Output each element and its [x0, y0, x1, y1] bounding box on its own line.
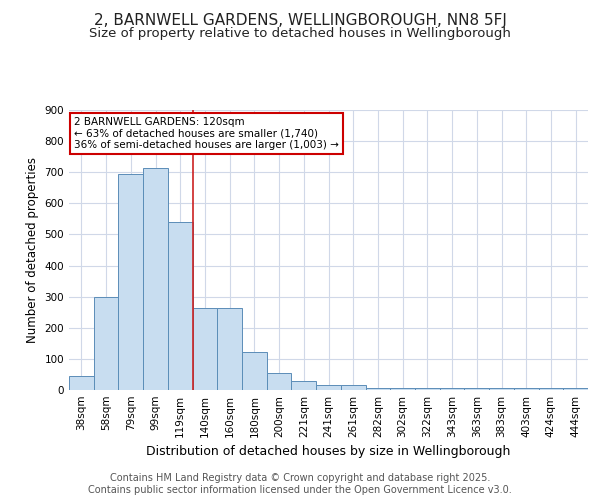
Bar [489, 388, 514, 390]
Bar [168, 222, 193, 390]
Bar [143, 168, 168, 390]
Bar [217, 308, 242, 390]
Text: Size of property relative to detached houses in Wellingborough: Size of property relative to detached ho… [89, 28, 511, 40]
Bar [316, 384, 341, 390]
Bar [94, 296, 118, 390]
Bar [341, 384, 365, 390]
Bar [292, 382, 316, 390]
Text: Contains HM Land Registry data © Crown copyright and database right 2025.
Contai: Contains HM Land Registry data © Crown c… [88, 474, 512, 495]
Bar [415, 388, 440, 390]
Bar [440, 388, 464, 390]
Bar [365, 388, 390, 390]
Bar [118, 174, 143, 390]
Bar [514, 388, 539, 390]
Bar [563, 388, 588, 390]
Bar [464, 388, 489, 390]
Text: 2 BARNWELL GARDENS: 120sqm
← 63% of detached houses are smaller (1,740)
36% of s: 2 BARNWELL GARDENS: 120sqm ← 63% of deta… [74, 117, 339, 150]
Bar [242, 352, 267, 390]
Bar [539, 388, 563, 390]
Bar [69, 376, 94, 390]
Bar [390, 388, 415, 390]
Y-axis label: Number of detached properties: Number of detached properties [26, 157, 39, 343]
Bar [193, 308, 217, 390]
X-axis label: Distribution of detached houses by size in Wellingborough: Distribution of detached houses by size … [146, 446, 511, 458]
Text: 2, BARNWELL GARDENS, WELLINGBOROUGH, NN8 5FJ: 2, BARNWELL GARDENS, WELLINGBOROUGH, NN8… [94, 12, 506, 28]
Bar [267, 373, 292, 390]
